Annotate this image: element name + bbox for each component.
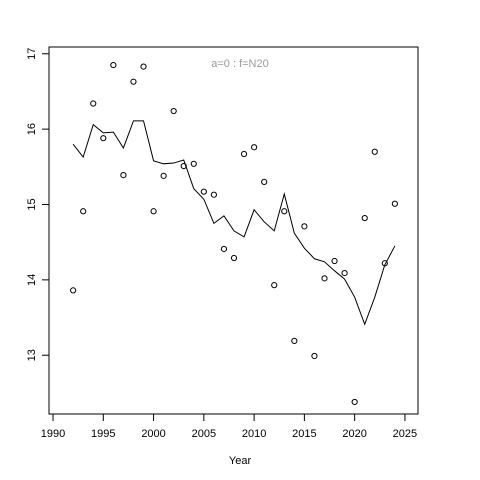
point — [220, 245, 228, 253]
x-axis-label: Year — [229, 455, 252, 467]
y-tick-label: 17 — [26, 48, 38, 60]
y-tick-label: 14 — [26, 274, 38, 286]
point — [251, 144, 258, 151]
x-tick-label: 2010 — [242, 428, 266, 440]
x-tick-label: 2015 — [292, 428, 316, 440]
point — [110, 61, 117, 69]
x-tick-label: 1990 — [41, 428, 65, 440]
point — [291, 337, 298, 345]
point — [361, 214, 368, 222]
point — [271, 282, 278, 289]
point — [90, 100, 97, 107]
point — [160, 172, 167, 179]
point — [130, 78, 137, 85]
plot-box — [48, 46, 419, 415]
point — [200, 188, 207, 195]
point — [150, 208, 157, 215]
x-tick-label: 1995 — [91, 428, 115, 440]
y-tick-label: 15 — [26, 198, 38, 210]
point — [301, 223, 308, 230]
point — [391, 200, 398, 207]
y-tick-label: 13 — [26, 349, 38, 361]
point — [100, 135, 107, 142]
point — [190, 160, 197, 167]
point — [80, 208, 87, 215]
point — [371, 148, 378, 155]
point — [261, 178, 268, 185]
point — [341, 269, 348, 277]
point — [210, 191, 217, 198]
point — [321, 275, 328, 282]
point — [240, 150, 248, 158]
point — [331, 257, 338, 265]
point — [230, 254, 238, 262]
point — [170, 107, 177, 115]
x-tick-label: 2020 — [342, 428, 366, 440]
x-tick-label: 2025 — [393, 428, 417, 440]
point — [70, 287, 77, 294]
x-tick-label: 2000 — [141, 428, 165, 440]
line — [72, 120, 396, 326]
point — [311, 352, 318, 360]
point — [140, 63, 147, 70]
point — [351, 398, 358, 406]
annotation: a=0 : f=N20 — [211, 58, 269, 70]
point — [281, 208, 288, 215]
x-tick-label: 2005 — [192, 428, 216, 440]
point — [120, 172, 127, 179]
y-tick-label: 16 — [26, 123, 38, 135]
